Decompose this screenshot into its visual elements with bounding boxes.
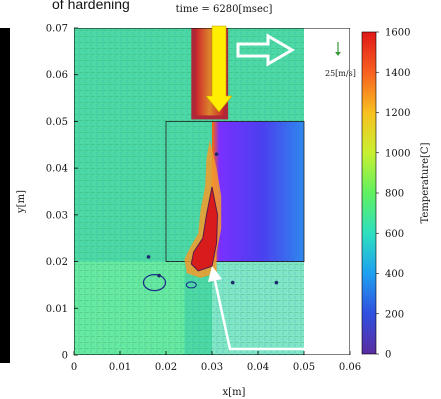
header-fragment: of hardening <box>52 0 130 12</box>
colorbar-tick-label-0: 0 <box>385 350 391 361</box>
y-tick-label-2: 0.02 <box>46 257 68 268</box>
colorbar-tick-label-2: 400 <box>385 269 404 280</box>
contour-dot-1 <box>146 255 151 259</box>
colorbar-tick-label-1: 200 <box>385 309 404 320</box>
domain-outline <box>165 121 305 262</box>
y-tick-label-3: 0.03 <box>46 210 68 221</box>
x-tick-label-6: 0.06 <box>339 362 361 373</box>
contour-dot-2 <box>230 280 235 285</box>
outflow-arrow <box>236 33 295 67</box>
y-tick-label-7: 0.07 <box>46 24 68 35</box>
contour-dot-5 <box>214 152 219 156</box>
colorbar-tick-label-3: 600 <box>385 229 404 240</box>
x-tick-label-3: 0.03 <box>201 362 223 373</box>
colorbar-tick-label-7: 1400 <box>385 68 410 79</box>
colorbar-tick-label-4: 800 <box>385 189 404 200</box>
left-black-panel <box>0 28 10 363</box>
colorbar-gradient <box>361 31 377 355</box>
axes: 0 0.01 0.02 0.03 0.04 0.05 0.06 0 0.01 0.02 0.03 0.… <box>16 24 361 399</box>
y-tick-label-1: 0.01 <box>46 304 68 315</box>
contour-dot-3 <box>274 280 279 285</box>
y-tick-label-6: 0.06 <box>46 70 68 81</box>
y-axis-label: y[m] <box>16 190 27 214</box>
contour-blob-2 <box>185 281 197 289</box>
y-tick-label-0: 0 <box>62 351 68 362</box>
contour-dot-4 <box>157 273 161 278</box>
chart-title: time = 6280[msec] <box>176 4 273 15</box>
x-axis-label: x[m] <box>223 387 246 398</box>
path-arrow <box>212 275 306 351</box>
x-tick-label-1: 0.01 <box>109 362 131 373</box>
y-tick-label-5: 0.05 <box>46 117 68 128</box>
velocity-reference-arrowhead <box>335 52 341 56</box>
colorbar: 0 200 400 600 800 1000 1200 1400 1600 Temperature… <box>361 28 431 361</box>
colorbar-tick-label-8: 1600 <box>385 28 410 39</box>
velocity-reference: 25[m/s] <box>325 42 356 78</box>
inflow-arrow <box>205 25 233 113</box>
colorbar-tick-label-6: 1200 <box>385 108 410 119</box>
x-tick-label-0: 0 <box>71 362 77 373</box>
path-arrowhead <box>208 266 222 282</box>
x-tick-label-2: 0.02 <box>155 362 177 373</box>
colorbar-label: Temperature[C] <box>420 142 431 223</box>
velocity-reference-label: 25[m/s] <box>325 69 356 78</box>
x-tick-label-5: 0.05 <box>293 362 315 373</box>
mold-region <box>212 121 304 262</box>
contour-blob-1 <box>142 273 167 292</box>
x-tick-label-4: 0.04 <box>247 362 269 373</box>
annotation-arrows <box>205 25 306 351</box>
colorbar-tick-label-5: 1000 <box>385 148 410 159</box>
molten-core <box>190 186 219 272</box>
right-boundary-region <box>304 28 350 355</box>
y-tick-label-4: 0.04 <box>46 164 68 175</box>
